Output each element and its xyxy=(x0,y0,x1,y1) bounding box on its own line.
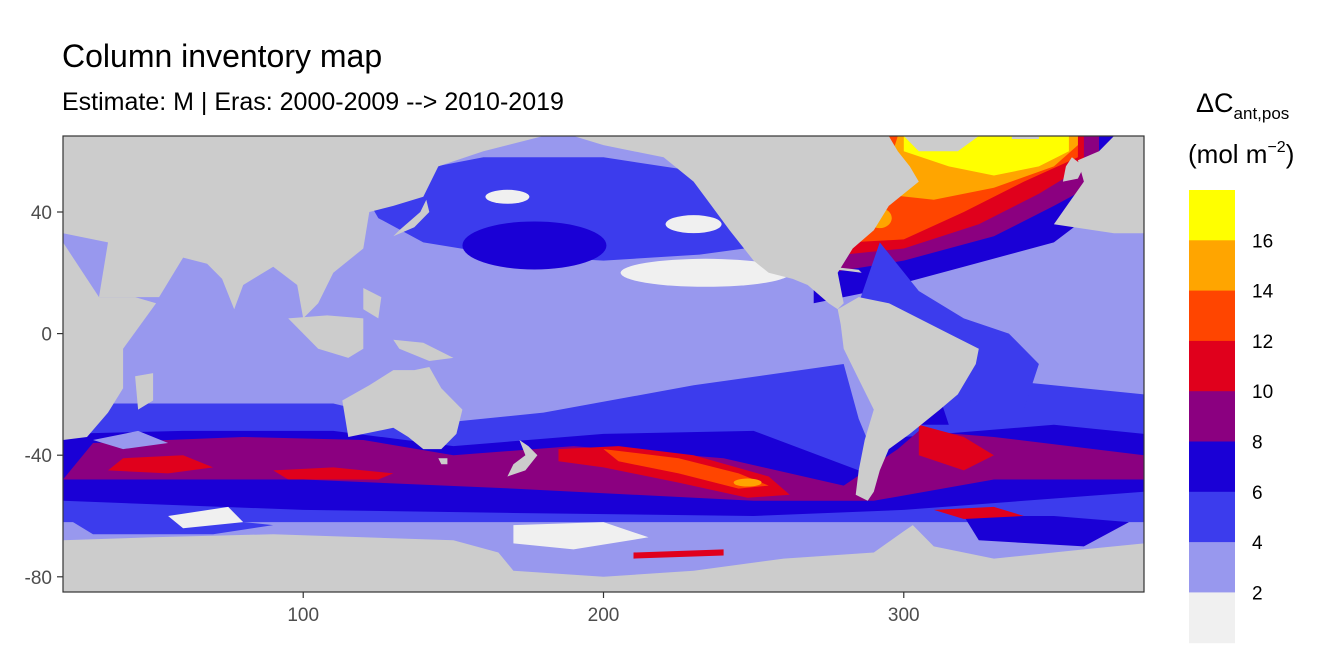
japan xyxy=(393,199,430,237)
chart-title: Column inventory map xyxy=(62,38,383,74)
y-axis: 40 0 -40 -80 xyxy=(25,203,63,589)
north-pacific-band xyxy=(357,157,790,261)
legend-title: ΔCant,pos xyxy=(1196,88,1289,123)
legend-labels: 16 14 12 10 8 6 4 2 xyxy=(1252,231,1274,604)
legend-break-label: 10 xyxy=(1252,382,1273,403)
legend-swatch xyxy=(1189,592,1235,644)
maritime-continent-2 xyxy=(363,288,382,319)
antarctic-dark-2 xyxy=(963,516,1129,547)
y-tick-label: 0 xyxy=(41,325,52,346)
australia xyxy=(342,367,463,450)
legend-break-label: 2 xyxy=(1252,583,1263,604)
weddell-red xyxy=(933,506,1024,519)
north-pacific-white-2 xyxy=(665,215,722,234)
legend-swatch xyxy=(1189,290,1235,342)
africa-south xyxy=(63,242,157,440)
y-tick-label: 40 xyxy=(31,203,52,224)
legend-swatch xyxy=(1189,340,1235,392)
iceland xyxy=(1011,136,1039,139)
cuba xyxy=(831,266,862,273)
legend-break-label: 4 xyxy=(1252,533,1263,554)
legend-swatch xyxy=(1189,542,1235,593)
legend-swatch xyxy=(1189,190,1235,241)
tasmania xyxy=(438,458,448,465)
legend-break-label: 14 xyxy=(1252,282,1274,303)
europe-atlantic xyxy=(1053,136,1144,234)
x-tick-label: 300 xyxy=(888,605,920,626)
eurasia-africa xyxy=(63,136,544,319)
north-pacific-core xyxy=(462,221,607,270)
x-axis: 100 200 300 xyxy=(287,592,920,626)
legend-swatches xyxy=(1189,190,1235,644)
antarctica xyxy=(63,525,1144,592)
colorbar-legend: ΔCant,pos (mol m−2) 16 14 12 10 8 6 4 2 xyxy=(1188,88,1294,644)
indian-north xyxy=(123,257,304,364)
maritime-continent-1 xyxy=(288,315,364,358)
legend-break-label: 12 xyxy=(1252,332,1273,353)
antarctic-white-1 xyxy=(168,506,244,529)
legend-unit: (mol m−2) xyxy=(1188,139,1294,169)
atlantic-red xyxy=(918,424,994,471)
north-pacific-white-3 xyxy=(485,189,530,204)
y-tick-label: -80 xyxy=(25,568,52,589)
north-pacific-white xyxy=(620,258,791,287)
indian-red-1 xyxy=(108,455,214,474)
legend-swatch xyxy=(1189,391,1235,442)
madagascar xyxy=(135,373,154,410)
chart-subtitle: Estimate: M | Eras: 2000-2009 --> 2010-2… xyxy=(62,88,564,116)
ross-white xyxy=(513,522,649,550)
indian-red-2 xyxy=(273,467,394,480)
x-tick-label: 100 xyxy=(287,605,319,626)
legend-break-label: 6 xyxy=(1252,483,1263,504)
south-america xyxy=(837,297,979,501)
uk xyxy=(1062,157,1084,182)
new-guinea xyxy=(393,339,454,361)
ross-shelf-red xyxy=(633,549,724,559)
legend-swatch xyxy=(1189,491,1235,543)
legend-swatch xyxy=(1189,441,1235,493)
pacific-peak xyxy=(733,478,762,487)
legend-break-label: 16 xyxy=(1252,231,1273,252)
indian-mid-white xyxy=(93,430,169,450)
greenland xyxy=(903,136,979,152)
north-america xyxy=(573,136,919,310)
pacific-core xyxy=(603,449,769,489)
land-mask xyxy=(63,136,1144,592)
y-tick-label: -40 xyxy=(25,446,52,467)
legend-swatch xyxy=(1189,240,1235,292)
atl-4-6 xyxy=(858,242,1039,410)
x-tick-label: 200 xyxy=(588,605,620,626)
new-zealand xyxy=(507,440,538,477)
legend-break-label: 8 xyxy=(1252,433,1263,454)
